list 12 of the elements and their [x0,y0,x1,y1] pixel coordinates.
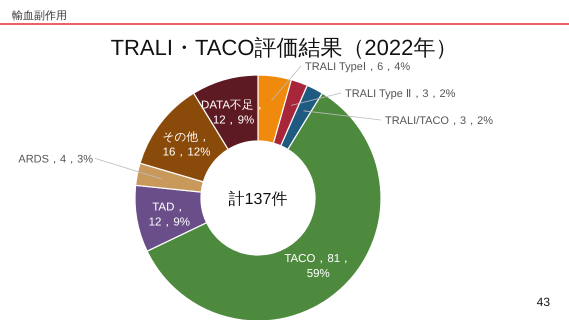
slice-label: TRALI TypeⅠ，6，4% [305,61,410,73]
text: 計137件 [228,190,288,208]
chart-subtitle: 輸血副作用 [12,10,67,22]
slice-label: DATA不足，12，9% [201,98,266,126]
chart-title: TRALI・TACO評価結果（2022年） [110,35,458,60]
slice-label: TRALI Type Ⅱ，3，2% [345,88,456,100]
text: 43 [536,295,550,309]
slice-label: その他，16，12% [162,130,211,158]
slice-label: ARDS，4，3% [18,153,94,166]
slice-label: TAD，12，9% [148,201,190,228]
slice-label: TACO，81，59% [284,252,352,280]
slice-label: TRALI/TACO，3，2% [385,115,494,127]
